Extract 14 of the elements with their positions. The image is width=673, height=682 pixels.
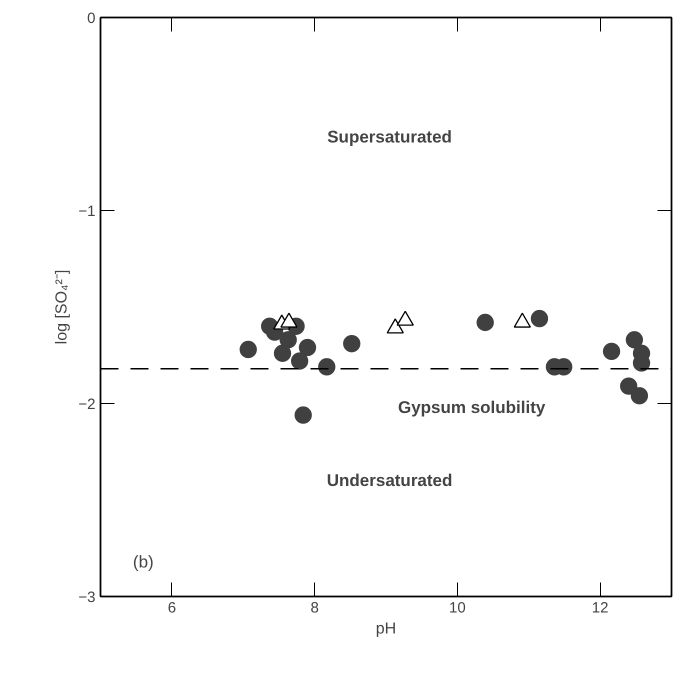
annotation: Supersaturated [327,128,452,147]
x-tick-label: 6 [168,600,176,616]
x-axis-title: pH [376,620,396,638]
y-tick-label: −1 [78,203,96,220]
y-tick-label: 0 [87,10,96,27]
x-tick-label: 12 [592,600,608,616]
y-tick-label: −3 [78,589,96,606]
x-tick-label: 10 [449,600,466,616]
annotation: Undersaturated [326,471,452,490]
annotation: (b) [132,552,154,572]
ref-line-label: Gypsum solubility [398,398,546,417]
y-tick-label: −2 [78,396,96,413]
x-tick-label: 8 [310,600,319,616]
y-axis-title: log [SO₄²⁻] [53,270,70,344]
